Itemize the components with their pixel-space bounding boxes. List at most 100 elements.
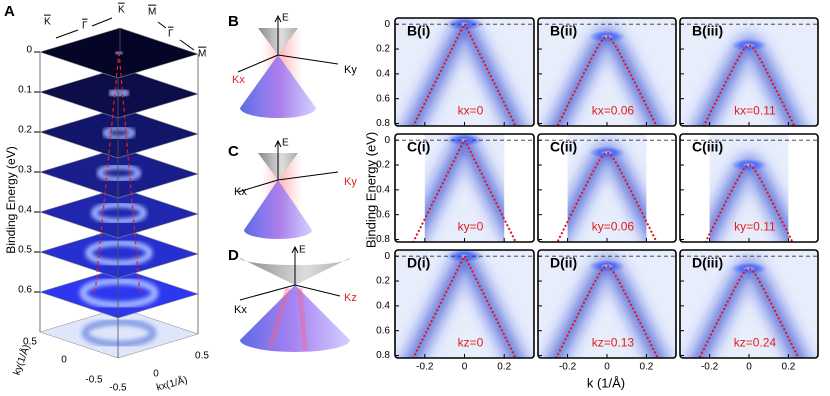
energy-label: 0.5 <box>18 245 32 256</box>
axis-name: Ky <box>344 64 357 76</box>
dispersion-fit <box>680 267 818 358</box>
no-data <box>680 134 710 242</box>
x-tick-label: 0.2 <box>497 362 511 373</box>
y-tick-label: 0 <box>384 135 390 146</box>
x-tick-label: 0 <box>746 362 752 373</box>
top-spot <box>731 159 767 172</box>
panel-note: kx=0.06 <box>592 103 635 117</box>
arpes-panel <box>395 250 534 358</box>
lower-cone <box>244 180 312 239</box>
constant-energy-contour <box>108 88 130 98</box>
arpes-panel <box>680 18 818 126</box>
bz-label: Γ <box>82 21 88 32</box>
panel-a: A Binding Energy (eV) K Γ K M Γ M 0.6 0.5… <box>4 3 209 394</box>
no-data <box>504 134 534 242</box>
bz-label: M <box>198 49 206 60</box>
x-tick-label: -0.2 <box>701 362 719 373</box>
no-data <box>646 134 676 242</box>
y-tick-label: 0.6 <box>376 93 390 104</box>
x-tick-label: 0 <box>604 362 610 373</box>
energy-label: 0.2 <box>18 125 32 136</box>
slice-ring <box>81 318 157 348</box>
bz-arrow <box>55 17 195 51</box>
cone-b: B E Kx Ky <box>228 13 357 118</box>
panel-label: A <box>4 3 15 20</box>
axis-name: Kx <box>234 186 247 198</box>
panel-label: D <box>228 247 239 264</box>
arpes-panel <box>680 250 818 358</box>
panel-note: ky=0.06 <box>592 219 635 233</box>
panel-note: kx=0 <box>458 103 484 117</box>
axis-label: Binding Energy (eV) <box>4 146 18 253</box>
y-tick-label: 0.8 <box>376 350 390 361</box>
axis-name: E <box>282 13 289 24</box>
cut-plane <box>267 287 308 351</box>
frame <box>39 28 199 358</box>
lower-cone <box>240 55 316 118</box>
ky-tick-label: 0.5 <box>23 337 37 348</box>
kx-tick-label: -0.5 <box>109 383 127 394</box>
axis-name: E <box>282 138 289 149</box>
axis-label: kx(1/Å) <box>155 373 189 394</box>
ky-tick-label: -0.5 <box>85 375 103 386</box>
bz-label: Γ <box>168 29 174 40</box>
panel-note: kz=0.24 <box>734 335 777 349</box>
no-data <box>395 134 425 242</box>
constant-energy-contour <box>85 239 153 267</box>
panel-label: D(i) <box>407 255 430 271</box>
axis-label: Binding Energy (eV) <box>363 132 378 248</box>
arpes-panel <box>680 134 818 242</box>
dispersion-fit <box>538 35 676 126</box>
kx-tick-label: 0 <box>153 369 159 380</box>
arpes-panel <box>395 134 534 242</box>
dispersion-fit <box>395 138 534 242</box>
slice-stack: 0.6 0.5 0.4 0.3 0.2 0.1 0 0.5 0 -0.5 -0.5 0 0.5 <box>18 27 209 394</box>
bz-label: M <box>148 7 156 18</box>
bz-label: K <box>44 17 51 28</box>
constant-energy-contour <box>97 164 141 182</box>
lower-cone <box>240 285 350 352</box>
x-tick-label: 0.2 <box>639 362 653 373</box>
kx-tick-label: 0.5 <box>195 351 209 362</box>
top-spot <box>731 39 767 52</box>
axis-name: Ky <box>344 176 357 188</box>
panel-label: C <box>228 143 239 160</box>
y-tick-label: 0 <box>384 251 390 262</box>
y-tick-label: 0.6 <box>376 209 390 220</box>
top-spot <box>589 146 625 159</box>
axis-name: E <box>299 245 306 256</box>
panel-label: B(ii) <box>550 23 577 39</box>
arpes-panel <box>538 250 676 358</box>
panel-label: C(iii) <box>692 139 723 155</box>
y-tick-label: 0.4 <box>376 301 390 312</box>
constant-energy-contour <box>91 201 147 225</box>
arpes-panel <box>395 18 534 126</box>
arpes-panel <box>538 134 676 242</box>
top-spot <box>731 262 767 275</box>
constant-energy-contour <box>102 126 136 140</box>
panel-note: kx=0.11 <box>734 103 776 117</box>
y-tick-label: 0.2 <box>376 276 390 287</box>
dispersion-guide <box>94 51 141 295</box>
energy-label: 0.3 <box>18 165 32 176</box>
axis-name: Kx <box>232 74 245 86</box>
top-spot <box>589 30 625 43</box>
axes <box>237 139 339 193</box>
panel-label: C(ii) <box>550 139 577 155</box>
energy-label: 0.4 <box>18 205 32 216</box>
cone-c: C E Kx Ky <box>228 138 357 239</box>
y-tick-label: 0.8 <box>376 118 390 129</box>
energy-label: 0.1 <box>18 85 32 96</box>
panel-note: ky=0 <box>458 219 484 233</box>
axes <box>239 245 341 301</box>
dispersion-fit <box>538 264 676 358</box>
panel-label: B(iii) <box>692 23 723 39</box>
energy-label: 0.6 <box>18 285 32 296</box>
axis-name: Kx <box>234 304 247 316</box>
x-tick-label: 0.2 <box>781 362 795 373</box>
y-tick-label: 0.2 <box>376 160 390 171</box>
panel-label: B <box>228 13 239 30</box>
arpes-panel <box>538 18 676 126</box>
bz-label: K <box>118 5 125 16</box>
panel-label: B(i) <box>407 23 430 39</box>
